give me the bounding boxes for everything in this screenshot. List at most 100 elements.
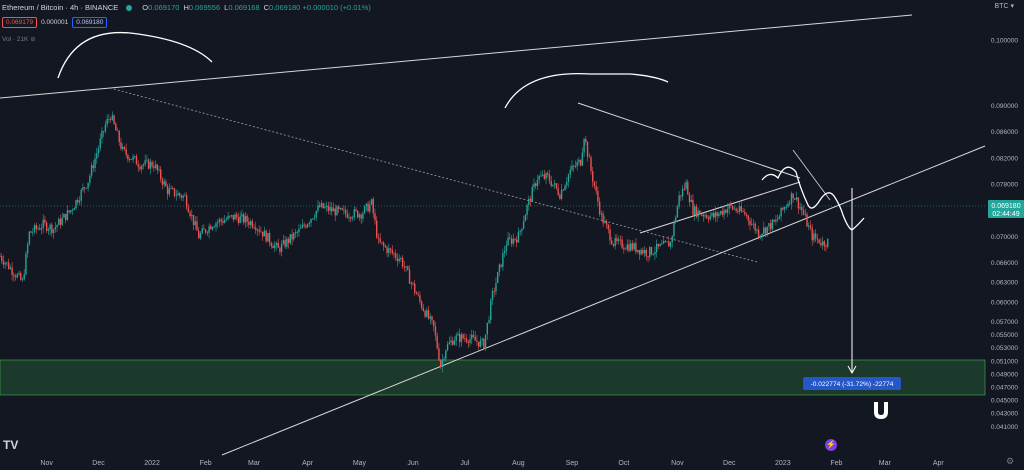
candle-body xyxy=(83,187,86,189)
candle-body xyxy=(754,223,756,231)
candle-body xyxy=(82,187,84,190)
candle-body xyxy=(201,228,203,234)
magnet-icon[interactable] xyxy=(874,402,888,419)
candle-body xyxy=(305,225,307,228)
candle-body xyxy=(211,227,214,230)
candle-body xyxy=(101,131,103,139)
candle-body xyxy=(512,238,514,244)
lightning-icon[interactable]: ⚡ xyxy=(825,439,837,451)
candle-body xyxy=(557,188,559,195)
candle-body xyxy=(346,213,349,218)
candle-body xyxy=(180,195,183,198)
candle-body xyxy=(519,230,521,233)
candle-body xyxy=(471,334,473,339)
candle-body xyxy=(502,253,504,267)
candle-body xyxy=(325,205,328,207)
candle-body xyxy=(799,207,801,209)
candle-body xyxy=(583,138,585,153)
candle-body xyxy=(550,181,552,186)
candle-body xyxy=(42,219,44,229)
candle-body xyxy=(588,156,590,158)
candle-body xyxy=(296,232,298,234)
candle-body xyxy=(265,230,267,242)
candle-body xyxy=(752,223,755,225)
candle-body xyxy=(268,233,271,243)
candle-body xyxy=(384,245,387,248)
candle-body xyxy=(488,319,490,323)
tradingview-logo-icon[interactable]: TV xyxy=(3,438,19,452)
candle-body xyxy=(761,233,763,236)
y-tick-label: 0.078000 xyxy=(991,181,1018,188)
buy-button[interactable]: 0.069180 xyxy=(72,17,108,28)
candle-body xyxy=(149,161,152,169)
candle-body xyxy=(751,223,753,225)
y-tick-label: 0.063000 xyxy=(991,280,1018,287)
candle-body xyxy=(40,228,43,230)
chart-header: Ethereum / Bitcoin · 4h · BINANCE O0.0691… xyxy=(2,3,371,12)
candle-body xyxy=(414,283,416,293)
candle-body xyxy=(514,238,516,240)
candle-body xyxy=(714,212,717,218)
x-tick-label: Feb xyxy=(830,460,842,467)
candle-body xyxy=(496,272,499,283)
candle-body xyxy=(146,159,148,161)
candle-body xyxy=(121,146,124,149)
candle-body xyxy=(719,211,722,214)
candle-body xyxy=(567,174,570,182)
candle-body xyxy=(289,234,292,244)
candle-body xyxy=(63,214,65,218)
candle-body xyxy=(68,210,70,213)
candle-body xyxy=(412,282,414,284)
candle-body xyxy=(434,326,437,336)
measure-box[interactable]: -0.022774 (-31.72%) -22774 xyxy=(803,377,901,390)
candle-body xyxy=(827,238,829,247)
candle-body xyxy=(391,249,393,253)
candle-body xyxy=(132,156,134,160)
candle-body xyxy=(332,208,335,212)
candle-body xyxy=(650,247,653,255)
arc-drawing-left xyxy=(57,31,213,79)
candle-body xyxy=(59,218,62,225)
candle-body xyxy=(804,214,806,216)
candle-body xyxy=(39,228,41,230)
candle-body xyxy=(479,340,482,347)
candle-body xyxy=(700,214,703,216)
candle-body xyxy=(139,166,141,170)
gear-icon[interactable]: ⚙ xyxy=(1006,456,1015,466)
candle-body xyxy=(282,240,285,244)
candle-body xyxy=(213,226,215,228)
candle-body xyxy=(109,119,112,120)
candle-body xyxy=(9,267,12,269)
candle-body xyxy=(699,210,701,215)
candle-body xyxy=(681,188,684,197)
candle-body xyxy=(721,211,724,215)
candle-body xyxy=(90,165,93,176)
candle-body xyxy=(284,240,286,247)
symbol-title[interactable]: Ethereum / Bitcoin · 4h · BINANCE xyxy=(2,3,119,12)
wedge-bottom-line xyxy=(639,181,801,234)
candle-body xyxy=(26,244,29,254)
candle-body xyxy=(324,206,326,209)
sell-button[interactable]: 0.069179 xyxy=(2,17,38,28)
candle-body xyxy=(253,226,255,228)
candle-body xyxy=(744,211,746,215)
price-axis: 0.100000 0.090000 0.086000 0.082000 0.078000… xyxy=(991,37,1018,430)
x-tick-label: Feb xyxy=(200,460,212,467)
candle-body xyxy=(427,310,430,319)
eye-off-icon[interactable]: ⊘ xyxy=(30,36,36,43)
candle-body xyxy=(617,239,620,241)
currency-selector[interactable]: BTC ▾ xyxy=(994,3,1014,10)
candle-body xyxy=(45,222,48,231)
candle-body xyxy=(510,238,513,244)
candle-body xyxy=(239,216,241,223)
y-tick-label: 0.047000 xyxy=(991,385,1018,392)
candle-body xyxy=(286,238,288,247)
candle-body xyxy=(436,335,438,349)
x-tick-label: Dec xyxy=(723,460,736,467)
y-tick-label: 0.066000 xyxy=(991,260,1018,267)
y-tick-label: 0.100000 xyxy=(991,37,1018,44)
y-tick-label: 0.086000 xyxy=(991,129,1018,136)
candle-body xyxy=(234,214,236,220)
measure-label: -0.022774 (-31.72%) -22774 xyxy=(811,381,894,388)
